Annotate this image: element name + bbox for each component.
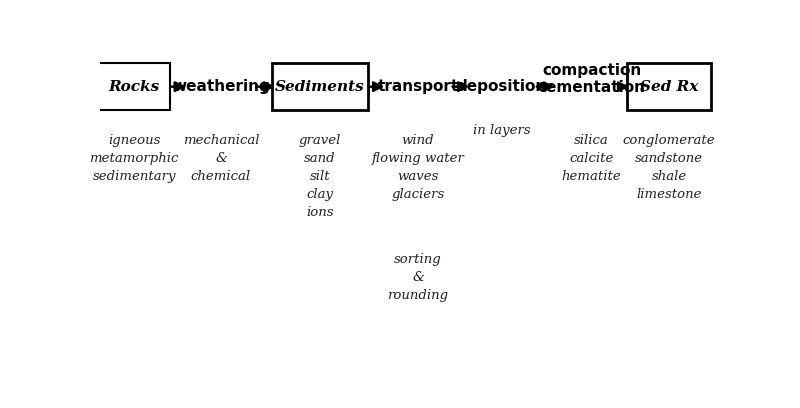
Text: gravel
sand
silt
clay
ions: gravel sand silt clay ions [299, 134, 342, 219]
FancyBboxPatch shape [272, 63, 369, 110]
Text: deposition: deposition [457, 79, 547, 94]
Text: Sed Rx: Sed Rx [640, 80, 698, 94]
Text: compaction
cementation: compaction cementation [538, 62, 646, 95]
Text: in layers: in layers [473, 124, 530, 137]
Text: igneous
metamorphic
sedimentary: igneous metamorphic sedimentary [90, 134, 178, 183]
Text: transport: transport [378, 79, 458, 94]
Text: silica
calcite
hematite: silica calcite hematite [562, 134, 622, 183]
Text: Rocks: Rocks [109, 80, 160, 94]
Text: conglomerate
sandstone
shale
limestone: conglomerate sandstone shale limestone [623, 134, 715, 201]
Text: mechanical
&
chemical: mechanical & chemical [182, 134, 259, 183]
Text: wind
flowing water
waves
glaciers: wind flowing water waves glaciers [372, 134, 465, 201]
Text: weathering: weathering [172, 79, 270, 94]
Text: sorting
&
rounding: sorting & rounding [387, 253, 449, 302]
FancyBboxPatch shape [627, 63, 711, 110]
FancyBboxPatch shape [98, 63, 170, 110]
Text: Sediments: Sediments [275, 80, 365, 94]
